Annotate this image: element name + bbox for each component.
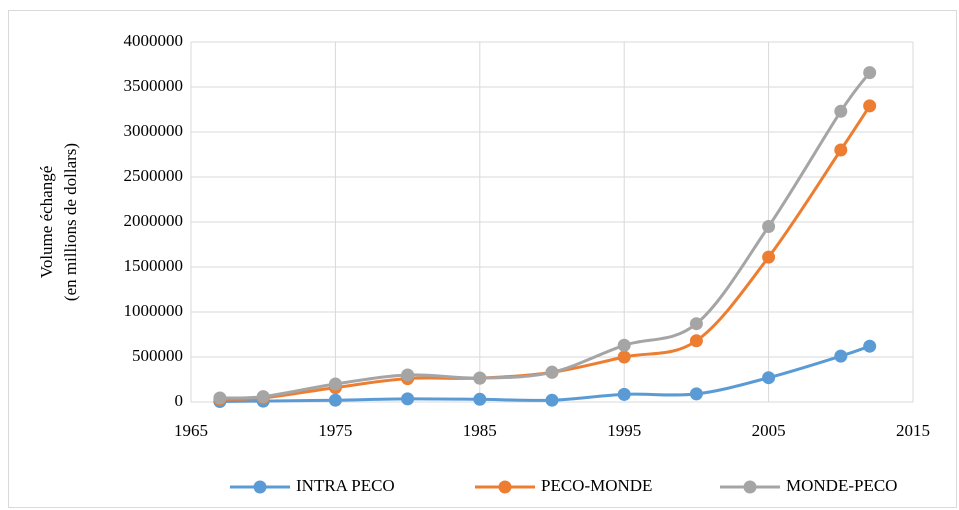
y-axis-label: Volume échangé [37,166,56,279]
chart-border [8,10,957,508]
legend-swatch-marker [743,480,757,494]
data-point [256,390,270,404]
x-tick-label: 1985 [463,421,497,440]
y-tick-label: 0 [175,391,184,410]
y-tick-label: 2000000 [124,211,184,230]
legend-swatch-marker [253,480,267,494]
data-point [762,220,776,233]
data-point [401,392,415,406]
y-tick-label: 500000 [132,346,183,365]
data-point [863,99,877,113]
data-point [213,391,227,405]
legend-label: MONDE-PECO [786,476,897,495]
data-point [863,339,877,353]
data-point [328,393,342,407]
y-tick-label: 1000000 [124,301,184,320]
series-line [219,71,871,400]
data-point [689,317,703,331]
data-point [834,104,848,118]
data-point [689,387,703,401]
data-point [762,250,776,264]
data-point [689,334,703,348]
data-point [617,350,631,364]
x-tick-label: 1995 [607,421,641,440]
data-point [834,143,848,157]
data-point [762,371,776,385]
x-tick-label: 1965 [174,421,208,440]
y-tick-label: 3000000 [124,121,184,140]
data-point [473,392,487,406]
legend-label: PECO-MONDE [541,476,652,495]
x-tick-label: 2005 [752,421,786,440]
legend-swatch-marker [498,480,512,494]
data-point [863,66,877,80]
x-tick-label: 2015 [896,421,930,440]
y-tick-label: 3500000 [124,76,184,95]
y-tick-label: 4000000 [124,31,184,50]
data-point [617,338,631,352]
data-point [401,368,415,382]
y-tick-label: 1500000 [124,256,184,275]
x-tick-label: 1975 [318,421,352,440]
y-axis-label: (en millions de dollars) [61,143,80,301]
legend-label: INTRA PECO [296,476,395,495]
data-point [545,365,559,379]
data-point [545,393,559,407]
data-point [328,377,342,391]
data-point [617,387,631,401]
data-point [834,349,848,363]
y-tick-label: 2500000 [124,166,184,185]
data-point [473,371,487,385]
